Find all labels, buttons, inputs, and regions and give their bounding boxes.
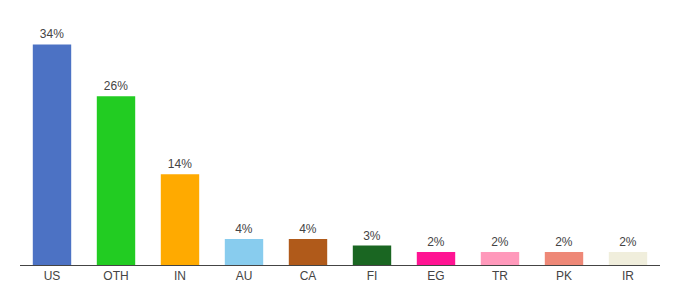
- svg-text:2%: 2%: [427, 235, 445, 249]
- svg-text:OTH: OTH: [103, 269, 128, 283]
- svg-text:IR: IR: [622, 269, 634, 283]
- svg-text:4%: 4%: [235, 222, 253, 236]
- svg-text:EG: EG: [427, 269, 444, 283]
- svg-text:26%: 26%: [104, 79, 128, 93]
- svg-text:34%: 34%: [40, 27, 64, 41]
- svg-text:3%: 3%: [363, 229, 381, 243]
- svg-text:FI: FI: [367, 269, 378, 283]
- svg-text:4%: 4%: [299, 222, 317, 236]
- svg-text:TR: TR: [492, 269, 508, 283]
- svg-text:PK: PK: [556, 269, 572, 283]
- svg-text:IN: IN: [174, 269, 186, 283]
- svg-text:AU: AU: [236, 269, 253, 283]
- svg-text:2%: 2%: [555, 235, 573, 249]
- svg-text:US: US: [44, 269, 61, 283]
- svg-text:CA: CA: [300, 269, 317, 283]
- svg-text:14%: 14%: [168, 157, 192, 171]
- svg-text:2%: 2%: [491, 235, 509, 249]
- svg-text:2%: 2%: [619, 235, 637, 249]
